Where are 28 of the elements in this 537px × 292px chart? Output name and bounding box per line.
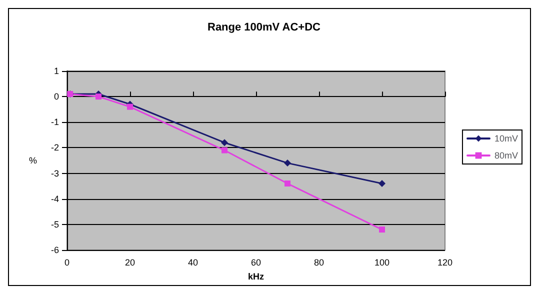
y-tick-label: -3 (50, 168, 59, 178)
point (284, 180, 290, 187)
point (96, 94, 102, 100)
point (379, 226, 385, 233)
y-tick-label: -1 (50, 117, 59, 128)
y-tick-label: -2 (50, 142, 59, 153)
legend-label: 10mV (494, 134, 518, 144)
legend-label: 80mV (494, 150, 518, 160)
x-tick-label: 100 (374, 258, 390, 268)
x-tick-label: 60 (250, 258, 262, 268)
x-tick-label: 40 (188, 258, 198, 268)
x-axis-title: kHz (248, 271, 264, 282)
point (127, 104, 133, 110)
point (222, 147, 228, 154)
x-tick-label: 80 (314, 258, 324, 268)
x-tick-label: 120 (437, 258, 453, 268)
x-tick-label: 0 (64, 258, 70, 268)
y-tick-label: -6 (50, 245, 59, 255)
x-tick-label: 20 (124, 258, 136, 268)
y-axis-title: % (28, 156, 37, 166)
y-tick-label: -4 (50, 194, 59, 204)
chart-title: Range 100mV AC+DC (208, 22, 321, 34)
y-tick-label: 0 (54, 92, 59, 102)
point (378, 180, 386, 188)
point (284, 160, 291, 167)
y-tick-label: 1 (54, 66, 59, 76)
y-tick-label: -5 (50, 219, 59, 230)
point (221, 139, 228, 146)
